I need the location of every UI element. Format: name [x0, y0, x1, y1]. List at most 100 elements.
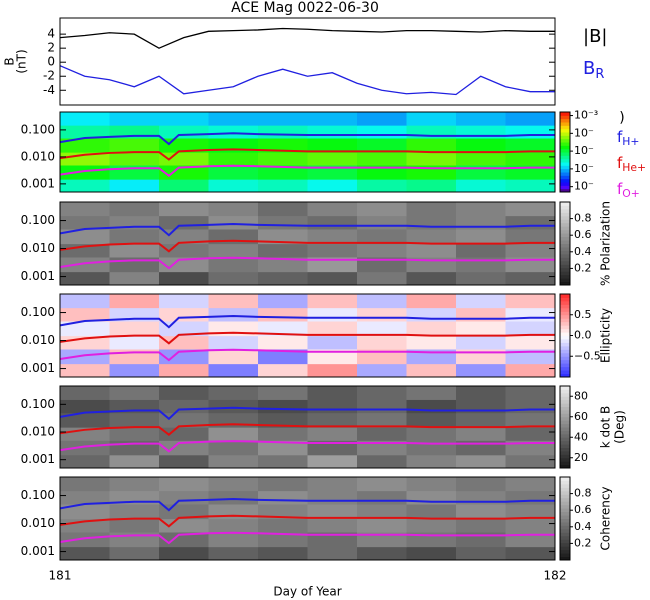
colorbar-tick-label: 10⁻: [574, 144, 594, 157]
heatmap-cell: [109, 202, 160, 217]
heatmap-cell: [258, 112, 308, 126]
colorbar-segment: [560, 457, 570, 462]
series-line: [60, 164, 555, 178]
series-line: [60, 223, 555, 237]
heatmap-cell: [60, 228, 110, 245]
heatmap-cell: [109, 152, 160, 166]
colorbar-segment: [560, 122, 570, 126]
colorbar-segment: [560, 433, 570, 438]
colorbar-label: Ellipticity: [599, 308, 613, 363]
y-tick-label: 0.100: [21, 488, 55, 502]
legend-label: fO+: [617, 180, 640, 201]
heatmap-cell: [208, 546, 259, 560]
heatmap-cell: [406, 112, 457, 126]
colorbar-tick-label: 0.4: [574, 520, 592, 533]
series-line: [60, 27, 555, 49]
heatmap-cell: [109, 546, 160, 560]
colorbar-segment: [560, 542, 570, 547]
heatmap-cell: [109, 503, 160, 520]
colorbar-segment: [560, 487, 570, 492]
heatmap-cell: [258, 477, 308, 492]
colorbar-segment: [560, 515, 570, 519]
heatmap-cell: [505, 427, 555, 441]
heatmap-cell: [109, 112, 160, 126]
heatmap-cell: [60, 125, 110, 139]
heatmap-cell: [357, 228, 407, 245]
series-line: [60, 531, 555, 545]
heatmap-cell: [406, 320, 457, 337]
y-tick-label: -4: [43, 83, 55, 97]
series-line: [60, 498, 555, 512]
heatmap-cell: [60, 179, 110, 192]
y-tick-label: 0.010: [21, 333, 55, 347]
colorbar-segment: [560, 236, 570, 241]
colorbar-segment: [560, 420, 570, 425]
heatmap-cell: [60, 531, 110, 548]
heatmap-cell: [357, 386, 407, 400]
plot-area: [60, 386, 555, 468]
colorbar-segment: [560, 246, 570, 251]
heatmap-cell: [307, 546, 358, 560]
heatmap-cell: [406, 271, 457, 285]
colorbar-tick-label: 0.2: [574, 536, 592, 549]
colorbar-segment: [560, 226, 570, 231]
y-tick-label: 0.100: [21, 397, 55, 411]
series-line: [60, 315, 555, 329]
heatmap-cell: [505, 320, 555, 337]
heatmap-cell: [357, 490, 407, 505]
colorbar-segment: [560, 162, 570, 166]
series-line: [60, 423, 555, 436]
heatmap-cell: [357, 440, 407, 456]
heatmap-cell: [258, 228, 308, 245]
heatmap-cell: [208, 202, 259, 217]
heatmap-cell: [60, 165, 110, 180]
colorbar-segment: [560, 535, 570, 540]
colorbar-segment: [560, 202, 570, 206]
colorbar-tick-label: −0.5: [574, 349, 601, 362]
heatmap-cell: [357, 307, 407, 322]
heatmap-cell: [357, 165, 407, 180]
heatmap-cell: [307, 138, 358, 153]
colorbar-tick-label: 0.0: [574, 329, 592, 342]
heatmap-cell: [60, 412, 110, 428]
colorbar-segment: [560, 399, 570, 404]
heatmap-cell: [159, 256, 209, 273]
y-tick-label: 0.001: [21, 269, 55, 283]
colorbar-segment: [560, 549, 570, 554]
heatmap-cell: [456, 320, 506, 337]
series-line: [60, 148, 555, 161]
heatmap-cell: [307, 112, 358, 126]
heatmap-cell: [357, 477, 407, 492]
heatmap-cell: [307, 152, 358, 166]
heatmap-cell: [307, 271, 358, 285]
y-tick-label: 0: [47, 55, 55, 69]
colorbar-segment: [560, 148, 570, 153]
colorbar-segment: [560, 307, 570, 312]
heatmap-cell: [208, 271, 259, 285]
heatmap-cell: [505, 363, 555, 377]
series-line: [60, 256, 555, 270]
heatmap-cell: [208, 165, 259, 180]
heatmap-cell: [159, 179, 209, 192]
heatmap-cell: [307, 202, 358, 217]
plot-frame: [59, 111, 556, 193]
colorbar-segment: [560, 300, 570, 305]
colorbar-segment: [560, 243, 570, 248]
colorbar-frame: [559, 111, 571, 193]
heatmap-cell: [357, 112, 407, 126]
colorbar-segment: [560, 205, 570, 210]
heatmap-cell: [159, 518, 209, 533]
heatmap-cell: [307, 477, 358, 492]
colorbar-segment: [560, 142, 570, 146]
colorbar-segment: [560, 257, 570, 262]
heatmap-cell: [307, 307, 358, 322]
heatmap-cell: [505, 546, 555, 560]
heatmap-cell: [258, 256, 308, 273]
heatmap-cell: [456, 518, 506, 533]
colorbar-segment: [560, 297, 570, 302]
colorbar-segment: [560, 212, 570, 217]
heatmap-cell: [505, 454, 555, 468]
heatmap-cell: [456, 363, 506, 377]
